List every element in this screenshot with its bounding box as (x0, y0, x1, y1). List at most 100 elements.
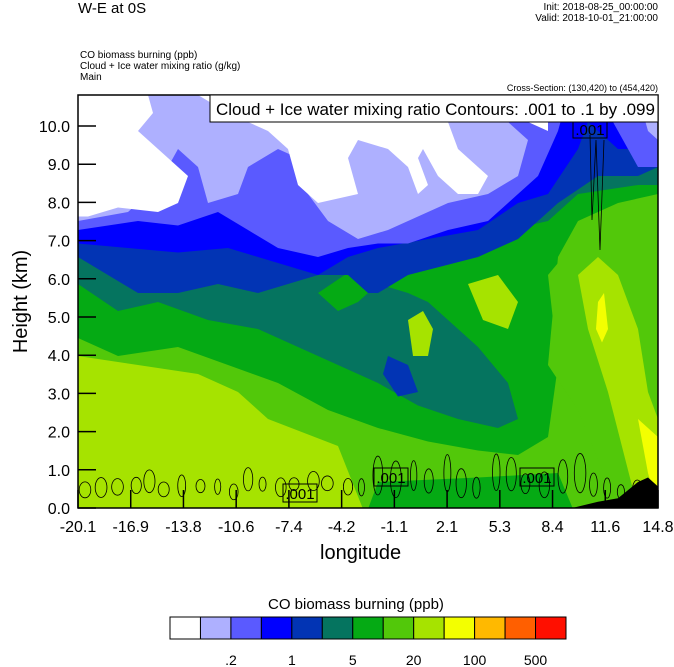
x-axis-label: longitude (320, 542, 402, 564)
x-tick-label: -10.6 (218, 519, 255, 536)
cloud-contour-line (410, 460, 418, 491)
cloud-contour-line (472, 476, 481, 499)
cross-section-label: Cross-Section: (130,420) to (454,420) (506, 83, 658, 93)
cloud-contour-line (520, 473, 531, 495)
co-filled-contours (78, 95, 658, 508)
x-tick-label: -13.8 (165, 519, 202, 536)
colorbar-swatch (413, 616, 445, 640)
colorbar-title: CO biomass burning (ppb) (268, 596, 444, 613)
cloud-ice-contours (78, 134, 643, 501)
colorbar-swatch (260, 616, 293, 640)
cloud-contour-line (390, 460, 402, 499)
x-tick-label: -1.1 (381, 519, 409, 536)
cloud-contour-line (632, 479, 643, 501)
cloud-contour-line (228, 483, 239, 501)
cloud-contour-line (573, 453, 587, 494)
field-label-co: CO biomass burning (ppb) (80, 50, 198, 61)
cloud-contour-line (357, 478, 365, 497)
contour-info-text: Cloud + Ice water mixing ratio Contours:… (216, 100, 655, 119)
x-tick-label: -7.4 (275, 519, 303, 536)
x-tick-label: -4.2 (328, 519, 356, 536)
cloud-contour-line (505, 457, 517, 492)
cloud-contour-line (94, 477, 108, 498)
x-tick-label: 8.4 (541, 519, 563, 536)
contour-info-box (209, 94, 659, 123)
cloud-contour-line (258, 476, 267, 492)
cloud-contour-line (538, 471, 551, 499)
colorbar-label: 500 (523, 652, 548, 667)
colorbar-swatch (504, 616, 537, 640)
co-shade-region (383, 356, 418, 397)
y-tick-label: 10.0 (39, 119, 70, 136)
cloud-contour-line (177, 474, 187, 497)
contour-label: .001 (285, 486, 314, 503)
colorbar (169, 616, 567, 640)
colorbar-label: 5 (348, 652, 357, 667)
cloud-contour-line (111, 478, 124, 496)
y-tick-label: 1.0 (48, 463, 70, 480)
axis-ticks: 0.01.02.03.04.05.06.07.08.09.010.0-20.1-… (39, 119, 674, 536)
colorbar-label: .2 (225, 652, 237, 667)
field-label-cloud: Cloud + Ice water mixing ratio (g/kg) (80, 61, 241, 72)
colorbar-swatch (230, 616, 262, 640)
contour-labels: .001 .001 .001 .001 (282, 119, 608, 503)
cloud-contour-line (130, 476, 142, 495)
cloud-contour-line (195, 479, 206, 494)
cloud-contour-line (243, 467, 254, 492)
cloud-contour-line (423, 468, 434, 494)
y-tick-label: 9.0 (48, 157, 70, 174)
init-time: Init: 2018-08-25_00:00:00 (543, 2, 658, 13)
y-tick-label: 7.0 (48, 234, 70, 251)
y-tick-label: 5.0 (48, 310, 70, 327)
co-shade-region (596, 293, 608, 343)
y-axis-label: Height (km) (10, 249, 33, 354)
x-tick-label: 5.3 (489, 519, 511, 536)
cloud-contour-line (557, 459, 569, 494)
y-tick-label: 6.0 (48, 272, 70, 289)
terrain (572, 477, 658, 508)
contour-label: .001 (376, 470, 405, 487)
cloud-contour-line (372, 455, 384, 496)
colorbar-swatch (535, 616, 567, 640)
colorbar-swatch (321, 616, 354, 640)
colorbar-label: 100 (462, 652, 487, 667)
x-tick-label: 2.1 (436, 519, 458, 536)
cloud-contour-line (603, 477, 612, 499)
y-tick-label: 2.0 (48, 425, 70, 442)
x-tick-label: -16.9 (112, 519, 149, 536)
cloud-contour-line (321, 475, 334, 492)
colorbar-swatch (291, 616, 323, 640)
cloud-contour-line (143, 469, 156, 494)
cloud-contour-line (342, 478, 354, 496)
cloud-contour-line (492, 453, 501, 492)
valid-time: Valid: 2018-10-01_21:00:00 (535, 13, 658, 24)
cloud-contour-line (157, 481, 170, 498)
co-shade-region (408, 311, 433, 356)
cloud-contour-line (275, 477, 287, 498)
colorbar-swatch (474, 616, 506, 640)
colorbar-swatch (199, 616, 232, 640)
y-tick-label: 8.0 (48, 195, 70, 212)
contour-label-box (373, 467, 409, 487)
co-shade-region (368, 473, 573, 508)
cloud-contour-line (455, 468, 467, 499)
field-label-main: Main (80, 72, 102, 83)
co-shade-region (468, 275, 518, 329)
y-tick-label: 3.0 (48, 386, 70, 403)
contour-label-box (282, 483, 318, 503)
x-tick-label: -20.1 (60, 519, 97, 536)
cloud-contour-line (307, 471, 320, 491)
colorbar-label: 1 (287, 652, 296, 667)
cloud-contour-line (616, 484, 625, 500)
contour-label-box (519, 467, 555, 487)
colorbar-swatch (443, 616, 476, 640)
y-tick-label: 4.0 (48, 348, 70, 365)
x-tick-label: 11.6 (590, 519, 620, 536)
cloud-contour-line (78, 481, 92, 499)
x-tick-label: 14.8 (642, 519, 673, 536)
colorbar-swatch (169, 616, 201, 640)
colorbar-label: 20 (405, 652, 422, 667)
y-tick-label: 0.0 (48, 501, 70, 518)
